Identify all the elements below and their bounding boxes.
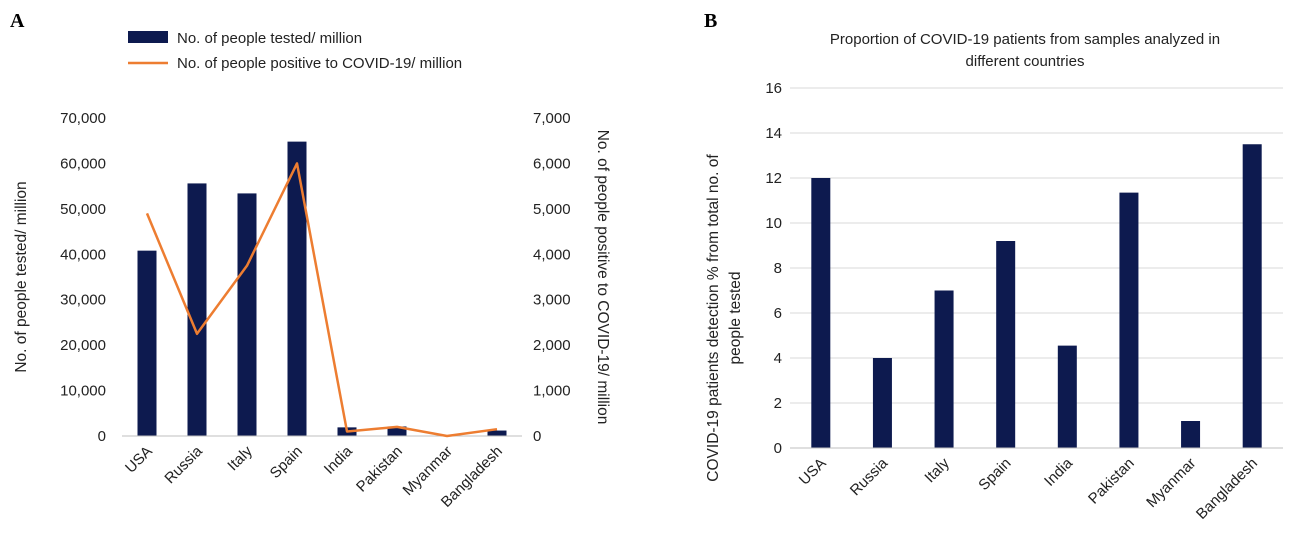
y2-tick-label: 7,000: [533, 110, 571, 127]
y2-axis-title: No. of people positive to COVID-19/ mill…: [594, 130, 611, 425]
x-tick-label: USA: [796, 455, 830, 489]
bar: [1058, 346, 1077, 448]
bar: [1243, 144, 1262, 448]
bar: [996, 241, 1015, 448]
x-tick-label: India: [321, 442, 356, 477]
y-tick-label: 40,000: [60, 246, 106, 263]
y-tick-label: 12: [765, 170, 782, 187]
y2-tick-label: 0: [533, 428, 541, 445]
bar: [488, 431, 507, 436]
chart-title-line: different countries: [966, 53, 1085, 70]
y-tick-label: 2: [774, 395, 782, 412]
bar: [811, 178, 830, 448]
x-tick-label: Spain: [975, 455, 1014, 494]
y-tick-label: 16: [765, 80, 782, 97]
y2-tick-label: 1,000: [533, 383, 571, 400]
x-tick-label: Spain: [267, 443, 306, 482]
x-tick-label: Russia: [161, 442, 206, 487]
legend-label-positive: No. of people positive to COVID-19/ mill…: [177, 55, 462, 72]
y-tick-label: 14: [765, 125, 782, 142]
bar: [1181, 421, 1200, 448]
y2-tick-label: 5,000: [533, 201, 571, 218]
y-tick-label: 10,000: [60, 383, 106, 400]
bar: [873, 358, 892, 448]
panel-label-b: B: [704, 10, 717, 32]
y-tick-label: 70,000: [60, 110, 106, 127]
bar: [188, 183, 207, 436]
y2-tick-label: 6,000: [533, 155, 571, 172]
y-tick-label: 6: [774, 305, 782, 322]
x-tick-label: Myanmar: [1143, 455, 1199, 511]
x-tick-label: USA: [122, 443, 156, 477]
y-tick-label: 0: [98, 428, 106, 445]
panel-label-a: A: [10, 10, 25, 32]
y-tick-label: 30,000: [60, 292, 106, 309]
chart-b: 0 2 4 6 8 10 12 14 16 USA Russia Italy Spain India Pak…: [705, 31, 1283, 523]
y-axis-title-line: people tested: [727, 271, 744, 364]
y-tick-label: 20,000: [60, 337, 106, 354]
x-tick-label: Pakistan: [353, 443, 406, 496]
legend-swatch-bar: [128, 31, 168, 43]
bar: [238, 193, 257, 436]
x-tick-label: Italy: [921, 454, 953, 486]
y2-tick-label: 2,000: [533, 337, 571, 354]
bar: [138, 251, 157, 436]
y2-tick-label: 4,000: [533, 246, 571, 263]
y2-tick-label: 3,000: [533, 292, 571, 309]
y-tick-label: 60,000: [60, 155, 106, 172]
y-tick-label: 4: [774, 350, 782, 367]
y-axis-title-line: COVID-19 patients detection % from total…: [705, 154, 722, 482]
y-tick-label: 0: [774, 440, 782, 457]
x-tick-label: Bangladesh: [1193, 455, 1261, 523]
y-tick-label: 50,000: [60, 201, 106, 218]
bar: [935, 291, 954, 449]
y-tick-label: 8: [774, 260, 782, 277]
x-tick-label: Russia: [847, 454, 892, 499]
chart-title-line: Proportion of COVID-19 patients from sam…: [830, 31, 1220, 48]
x-tick-label: Pakistan: [1085, 455, 1138, 508]
legend-label-tested: No. of people tested/ million: [177, 30, 362, 47]
bar: [288, 142, 307, 436]
chart-a: 0 10,000 20,000 30,000 40,000 50,000 60,000 70,…: [13, 30, 611, 511]
y-axis-title: No. of people tested/ million: [13, 181, 30, 372]
x-tick-label: Italy: [224, 442, 256, 474]
x-tick-label: India: [1041, 454, 1076, 489]
y-tick-label: 10: [765, 215, 782, 232]
bar: [1119, 193, 1138, 448]
